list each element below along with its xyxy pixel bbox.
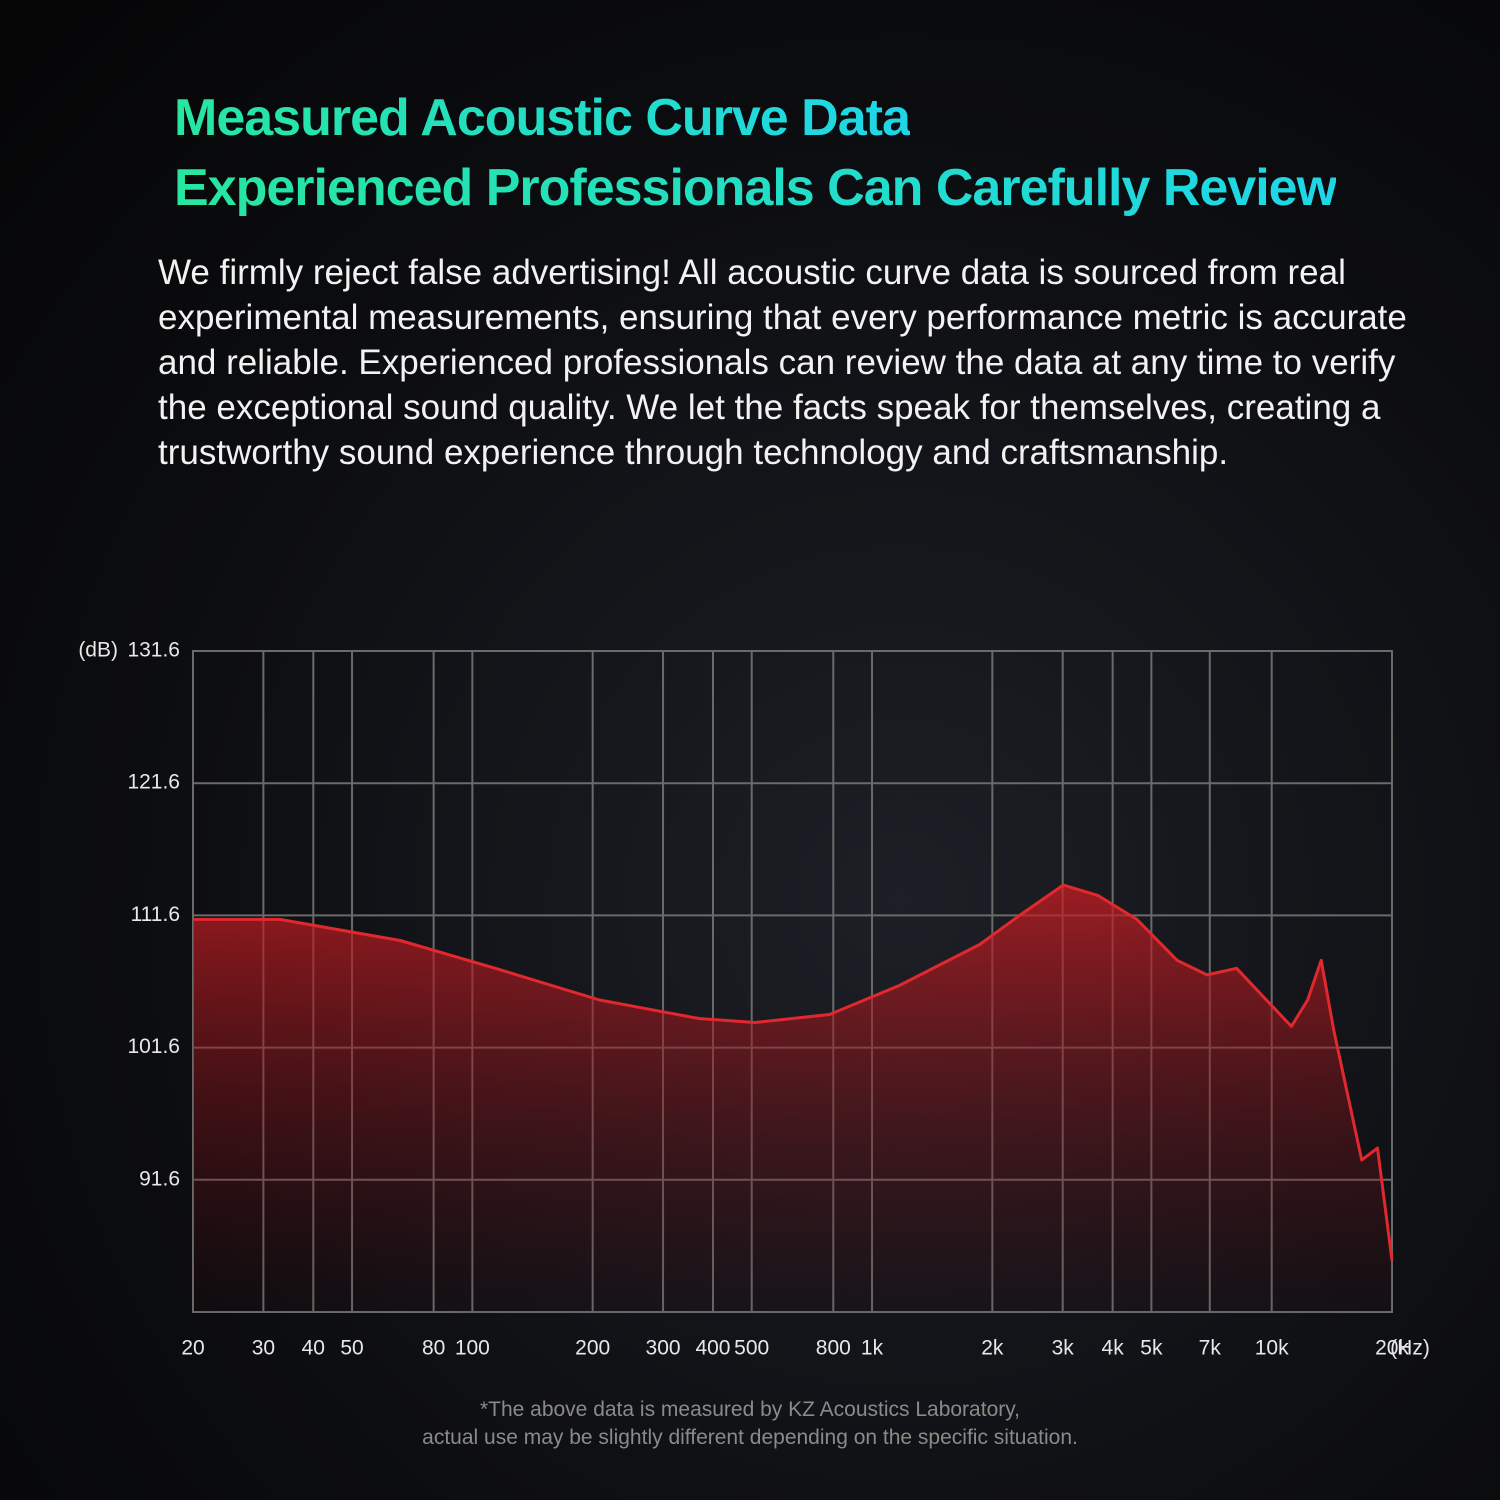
x-tick-label: 50: [340, 1337, 363, 1360]
x-tick-label: 5k: [1140, 1337, 1163, 1360]
x-tick-label: 80: [422, 1337, 445, 1360]
x-tick-label: 400: [695, 1337, 730, 1360]
x-tick-label: 40: [302, 1337, 325, 1360]
body-text: We firmly reject false advertising! All …: [158, 253, 1407, 472]
x-tick-label: 3k: [1052, 1337, 1075, 1360]
x-tick-label: 4k: [1102, 1337, 1125, 1360]
title-line: Measured Acoustic Curve Data: [174, 89, 911, 147]
area-fill: [193, 885, 1392, 1312]
title-line: Experienced Professionals Can Carefully …: [174, 159, 1337, 217]
x-tick-label: 200: [575, 1337, 610, 1360]
curve-line: [193, 883, 1394, 1261]
x-unit: (Hz): [1390, 1337, 1430, 1360]
y-tick-label: 121.6: [127, 771, 180, 794]
x-tick-label: 20k: [1375, 1337, 1409, 1360]
x-tick-label: 100: [455, 1337, 490, 1360]
x-tick-label: 7k: [1199, 1337, 1222, 1360]
x-tick-label: 20: [181, 1337, 204, 1360]
y-tick-label: 131.6: [127, 639, 180, 662]
x-tick-label: 30: [252, 1337, 275, 1360]
y-tick-label: 91.6: [139, 1167, 180, 1190]
y-tick-label: 111.6: [131, 903, 180, 926]
x-tick-label: 500: [734, 1337, 769, 1360]
x-tick-label: 300: [646, 1337, 681, 1360]
footnote: actual use may be slightly different dep…: [422, 1426, 1078, 1449]
x-tick-label: 1k: [861, 1337, 884, 1360]
footnote: *The above data is measured by KZ Acoust…: [479, 1398, 1021, 1421]
x-tick-label: 10k: [1255, 1337, 1289, 1360]
x-tick-label: 2k: [981, 1337, 1004, 1360]
x-tick-label: 800: [816, 1337, 851, 1360]
y-unit: (dB): [78, 639, 118, 662]
y-tick-label: 101.6: [127, 1035, 180, 1058]
